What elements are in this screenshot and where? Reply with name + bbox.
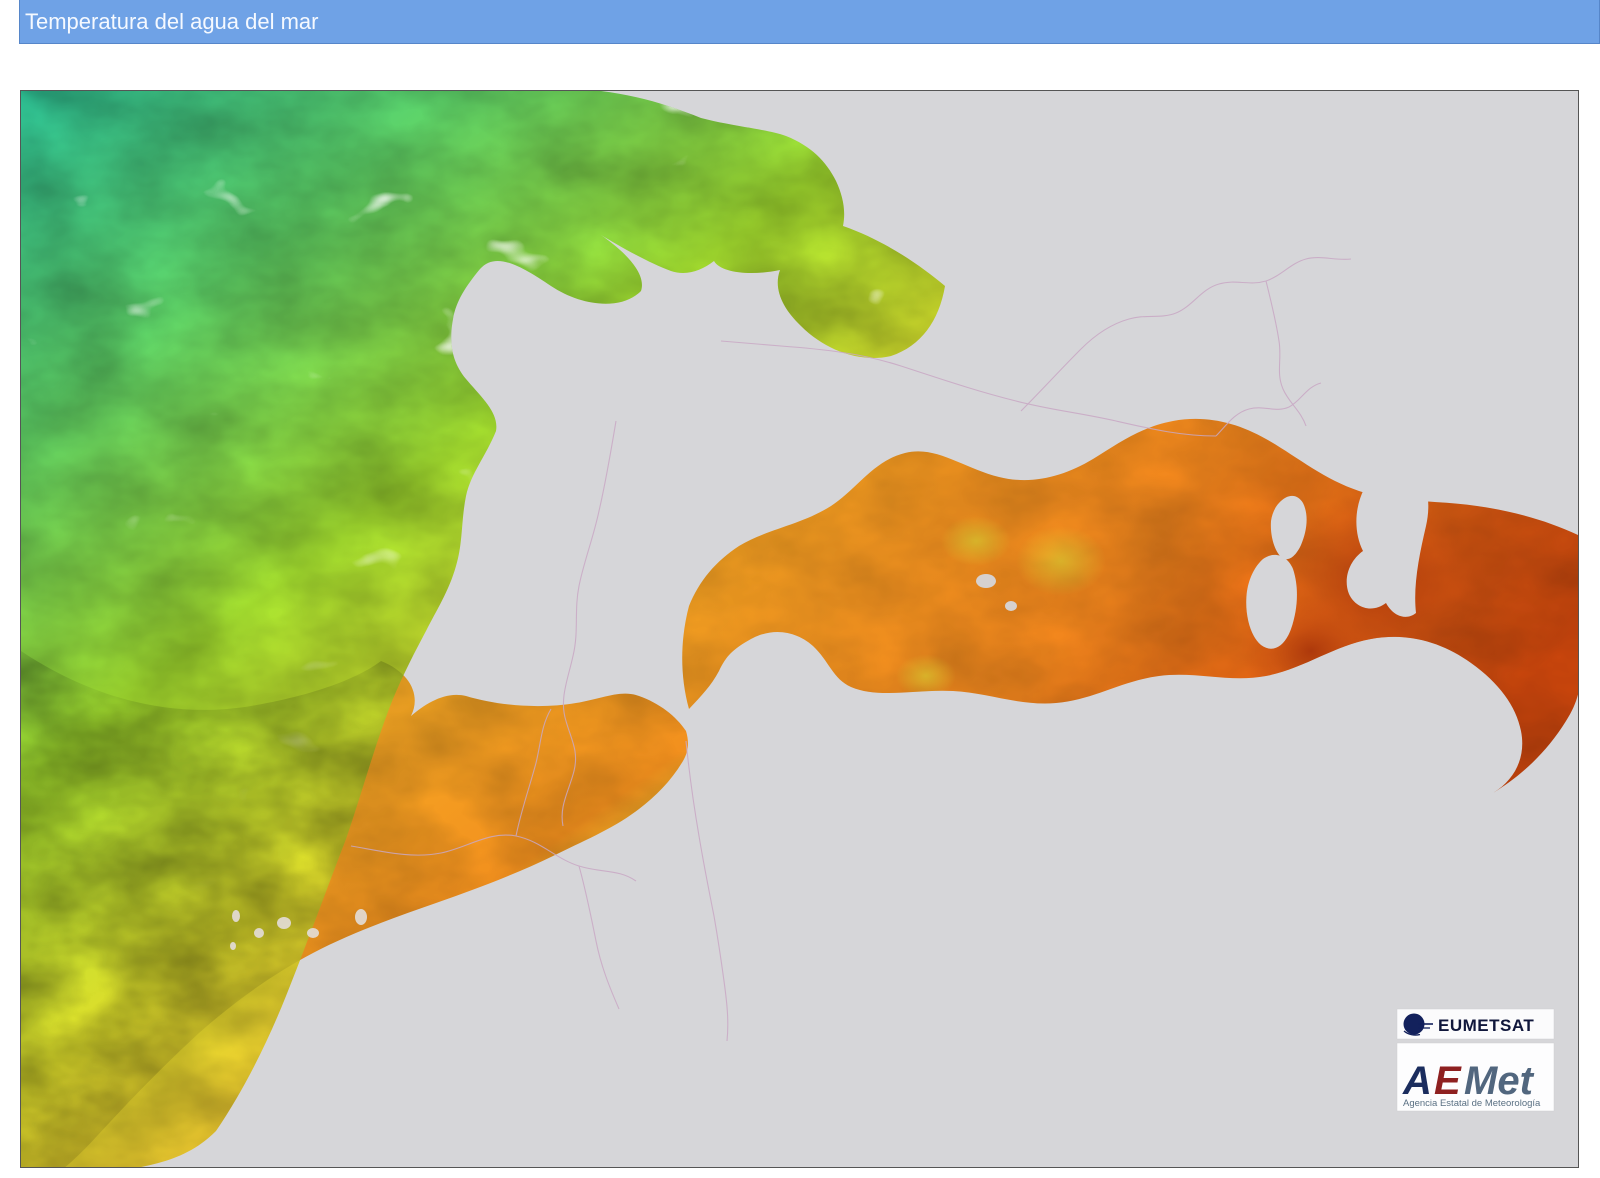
- svg-text:Agencia Estatal de Meteorologí: Agencia Estatal de Meteorología: [1403, 1098, 1541, 1109]
- svg-text:A: A: [1402, 1059, 1432, 1103]
- svg-text:E: E: [1434, 1059, 1462, 1103]
- svg-text:EUMETSAT: EUMETSAT: [1438, 1016, 1534, 1035]
- svg-text:Met: Met: [1464, 1059, 1535, 1103]
